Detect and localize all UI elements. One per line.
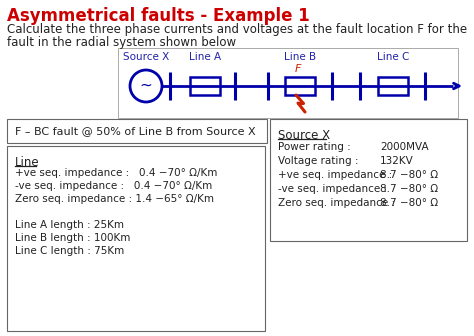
- Text: Calculate the three phase currents and voltages at the fault location F for the: Calculate the three phase currents and v…: [7, 23, 467, 36]
- Text: 2000MVA: 2000MVA: [380, 142, 428, 152]
- Text: Asymmetrical faults - Example 1: Asymmetrical faults - Example 1: [7, 7, 310, 25]
- Bar: [190, 77, 220, 95]
- Text: Voltage rating :: Voltage rating :: [278, 156, 358, 166]
- Text: Source X: Source X: [123, 52, 169, 62]
- Text: Zero seq. impedance :: Zero seq. impedance :: [278, 198, 395, 208]
- Text: Zero seq. impedance : 1.4 −65° Ω/Km: Zero seq. impedance : 1.4 −65° Ω/Km: [15, 194, 214, 204]
- Text: +ve seq. impedance :: +ve seq. impedance :: [278, 170, 392, 180]
- Text: 8.7 −80° Ω: 8.7 −80° Ω: [380, 184, 438, 194]
- Text: 132KV: 132KV: [380, 156, 414, 166]
- Text: fault in the radial system shown below: fault in the radial system shown below: [7, 36, 236, 49]
- Bar: [118, 48, 458, 118]
- Bar: [285, 77, 315, 95]
- Text: Line C: Line C: [377, 52, 409, 62]
- Text: F – BC fault @ 50% of Line B from Source X: F – BC fault @ 50% of Line B from Source…: [15, 126, 255, 136]
- Bar: [7, 119, 267, 143]
- Text: Line B length : 100Km: Line B length : 100Km: [15, 233, 130, 243]
- Text: 8.7 −80° Ω: 8.7 −80° Ω: [380, 198, 438, 208]
- Text: Line: Line: [15, 156, 40, 169]
- Text: F: F: [295, 64, 301, 74]
- Text: Line B: Line B: [284, 52, 316, 62]
- Text: -ve seq. impedance :   0.4 −70° Ω/Km: -ve seq. impedance : 0.4 −70° Ω/Km: [15, 181, 212, 191]
- Bar: [270, 119, 467, 241]
- Text: +ve seq. impedance :   0.4 −70° Ω/Km: +ve seq. impedance : 0.4 −70° Ω/Km: [15, 168, 218, 178]
- Text: -ve seq. impedance :: -ve seq. impedance :: [278, 184, 387, 194]
- Text: Source X: Source X: [278, 129, 330, 142]
- Text: ~: ~: [140, 78, 152, 92]
- Bar: [7, 146, 265, 331]
- Bar: [378, 77, 408, 95]
- Text: 8.7 −80° Ω: 8.7 −80° Ω: [380, 170, 438, 180]
- Text: Line A: Line A: [189, 52, 221, 62]
- Text: Line A length : 25Km: Line A length : 25Km: [15, 220, 124, 230]
- Text: Power rating :: Power rating :: [278, 142, 351, 152]
- Text: Line C length : 75Km: Line C length : 75Km: [15, 246, 124, 256]
